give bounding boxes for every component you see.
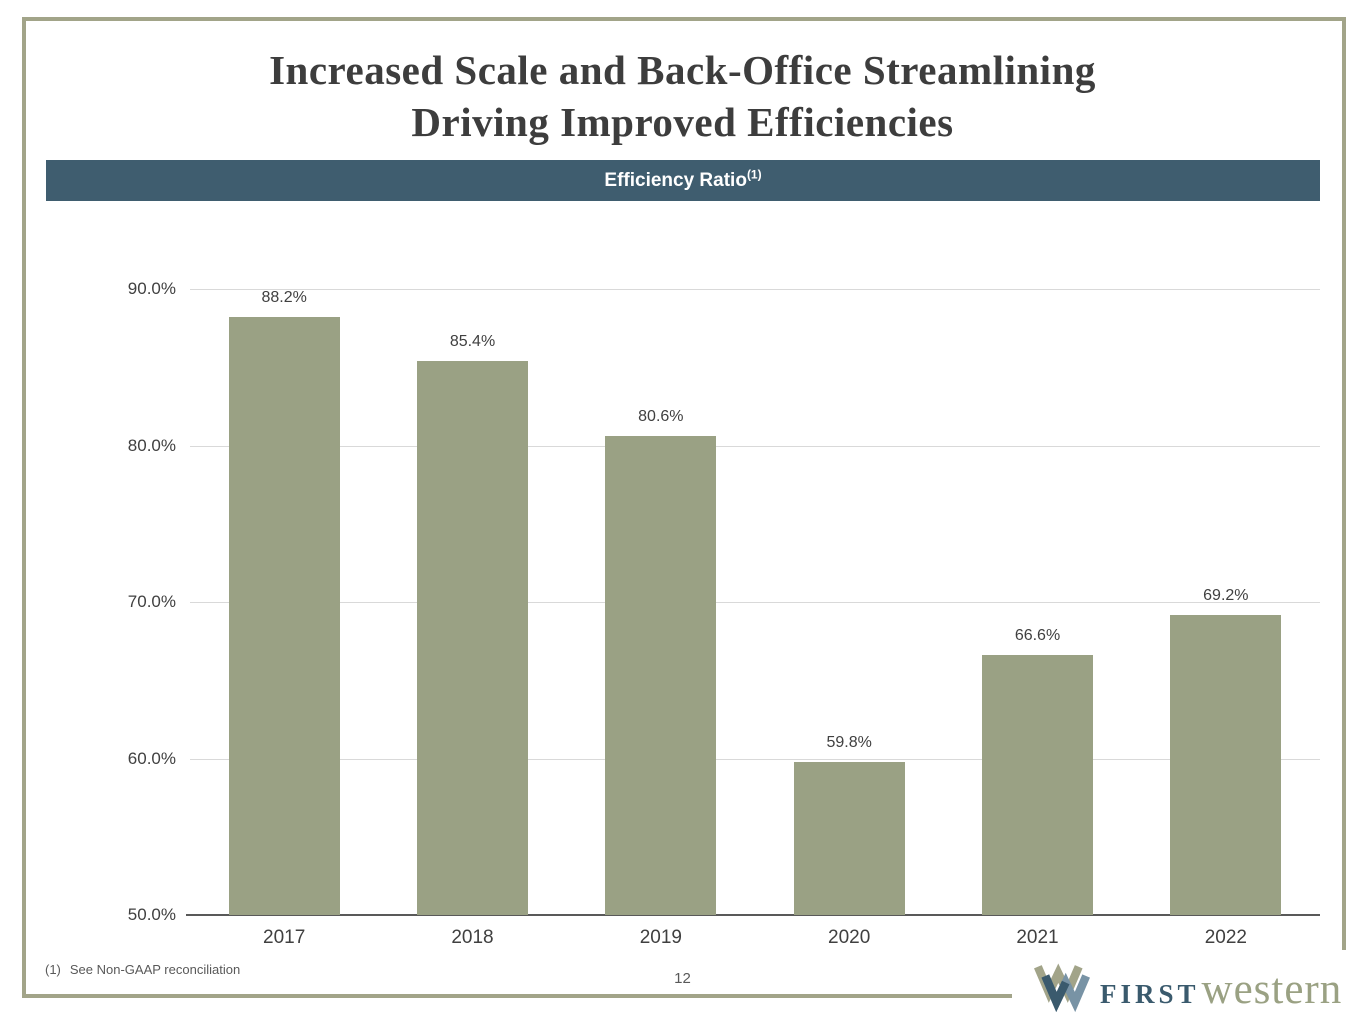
gridline bbox=[190, 602, 1320, 603]
bar-2017 bbox=[228, 317, 340, 915]
bar-value-label: 69.2% bbox=[1203, 586, 1249, 604]
bar-2020 bbox=[793, 761, 905, 915]
chart-title-label: Efficiency Ratio bbox=[604, 170, 747, 191]
x-axis-tick-label: 2017 bbox=[263, 927, 306, 948]
logo-word-first: FIRST bbox=[1100, 978, 1200, 1009]
bar-2019 bbox=[605, 436, 717, 915]
page-title-line2: Driving Improved Efficiencies bbox=[411, 99, 954, 145]
x-axis-tick-label: 2021 bbox=[1016, 927, 1059, 948]
footnote-marker: (1) bbox=[45, 962, 61, 977]
x-axis-tick-label: 2020 bbox=[828, 927, 871, 948]
page-title: Increased Scale and Back-Office Streamli… bbox=[0, 44, 1365, 148]
logo-word-western: western bbox=[1201, 965, 1343, 1013]
page-title-line1: Increased Scale and Back-Office Streamli… bbox=[269, 47, 1096, 93]
gridline bbox=[190, 758, 1320, 760]
first-western-logo: FIRST western bbox=[1034, 960, 1342, 1018]
bar-value-label: 80.6% bbox=[638, 408, 684, 426]
gridline bbox=[190, 445, 1320, 447]
footnote: (1) See Non-GAAP reconciliation bbox=[45, 962, 240, 977]
first-western-w-icon bbox=[1034, 963, 1090, 1013]
y-axis-tick-label: 80.0% bbox=[127, 435, 176, 455]
bar-2021 bbox=[982, 655, 1093, 915]
y-axis-tick-label: 60.0% bbox=[127, 748, 176, 768]
bar-value-label: 85.4% bbox=[449, 332, 496, 350]
efficiency-ratio-bar-chart: 50.0% 60.0% 70.0% 80.0% 90.0% 88.2% 2017 85.4% 2… bbox=[128, 279, 1320, 948]
bar-2018 bbox=[417, 360, 528, 915]
logo-wordmark: FIRST western bbox=[1100, 965, 1342, 1014]
bar-value-label: 88.2% bbox=[261, 289, 307, 307]
bar-2022 bbox=[1170, 614, 1282, 915]
chart-title-footnote-ref: (1) bbox=[746, 167, 762, 182]
bar-value-label: 59.8% bbox=[826, 733, 872, 751]
y-axis-tick-label: 70.0% bbox=[127, 592, 176, 611]
chart-title-banner: Efficiency Ratio(1) bbox=[46, 160, 1320, 201]
x-axis-tick-label: 2019 bbox=[639, 927, 682, 948]
bar-value-label: 66.6% bbox=[1014, 627, 1061, 645]
gridline bbox=[190, 289, 1320, 290]
y-axis-tick-label: 50.0% bbox=[127, 905, 176, 924]
x-axis-line bbox=[186, 914, 1320, 916]
x-axis-tick-label: 2022 bbox=[1204, 927, 1247, 948]
x-axis-tick-label: 2018 bbox=[451, 927, 494, 948]
page-number: 12 bbox=[674, 970, 691, 987]
y-axis-tick-label: 90.0% bbox=[127, 279, 176, 298]
footnote-text: See Non-GAAP reconciliation bbox=[69, 962, 241, 977]
